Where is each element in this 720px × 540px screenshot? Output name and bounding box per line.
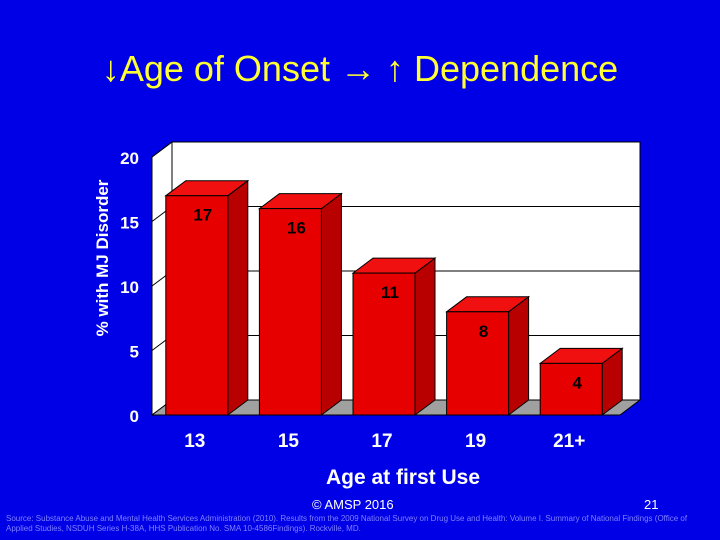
bar-data-label: 8 (479, 322, 488, 341)
bar-front (539, 362, 603, 416)
y-tick-label: 0 (130, 407, 139, 426)
bar-chart: 17 16 11 8 4 0 5 10 15 20 13 15 17 19 21+ % with MJ … (93, 141, 642, 489)
bar: 17 (164, 179, 250, 416)
y-tick-label: 5 (130, 343, 139, 362)
bar-side (227, 179, 249, 416)
y-axis-label: % with MJ Disorder (93, 179, 112, 336)
bar-data-label: 4 (572, 373, 582, 392)
x-axis-label: Age at first Use (326, 466, 480, 489)
source-citation: Source: Substance Abuse and Mental Healt… (6, 514, 688, 533)
bar-data-label: 11 (381, 283, 399, 302)
x-tick-label: 21+ (553, 431, 585, 452)
bar-side (320, 192, 342, 416)
bar-data-label: 17 (193, 206, 212, 225)
slide-title: ↓Age of Onset → ↑ Dependence (101, 48, 619, 89)
bar: 11 (351, 257, 437, 416)
y-tick-label: 20 (120, 149, 139, 168)
x-tick-label: 13 (184, 431, 205, 452)
x-tick-label: 19 (465, 431, 486, 452)
x-axis-ticks: 13 15 17 19 21+ (184, 431, 585, 452)
bar-side (508, 295, 530, 417)
gridline (151, 141, 640, 158)
x-tick-label: 15 (278, 431, 300, 452)
bar-front (258, 208, 322, 416)
chart-bars: 17 16 11 8 4 (164, 179, 624, 417)
bar-front (352, 272, 416, 416)
y-axis-ticks: 0 5 10 15 20 (120, 149, 153, 426)
bar-data-label: 16 (287, 219, 306, 238)
bar-side (414, 257, 436, 416)
bar: 8 (445, 295, 531, 417)
y-tick-label: 10 (120, 278, 139, 297)
bar: 4 (538, 347, 624, 416)
bar-front (165, 195, 229, 416)
copyright-text: © AMSP 2016 (312, 497, 394, 512)
y-tick-label: 15 (120, 214, 139, 233)
bar: 16 (257, 192, 343, 416)
page-number: 21 (644, 497, 659, 512)
bar-front (446, 311, 510, 416)
x-tick-label: 17 (371, 431, 392, 452)
